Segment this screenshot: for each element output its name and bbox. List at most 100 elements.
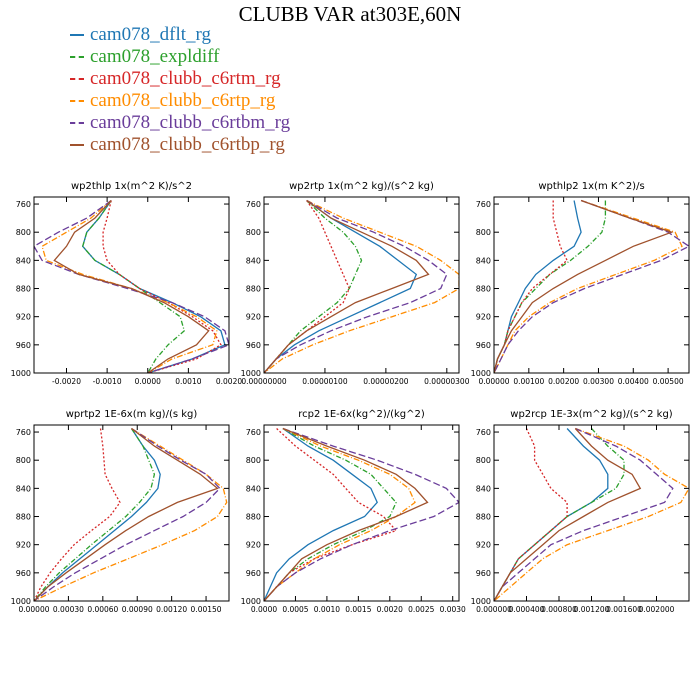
x-tick-label: 0.00400 — [618, 377, 649, 386]
series-line — [34, 199, 229, 373]
series-line — [494, 200, 568, 373]
y-tick-label: 920 — [476, 541, 491, 550]
x-tick-label: 0.0025 — [408, 605, 434, 614]
y-tick-label: 840 — [16, 484, 31, 493]
y-tick-label: 880 — [246, 285, 261, 294]
series-line — [264, 199, 418, 373]
x-tick-label: 0.00300 — [583, 377, 614, 386]
series-line — [34, 428, 156, 601]
legend-item-cam078-clubb-c6rtbp-rg: cam078_clubb_c6rtbp_rg — [70, 134, 290, 156]
y-tick-label: 760 — [476, 200, 491, 209]
panel-frame — [493, 196, 690, 374]
y-tick-label: 920 — [16, 313, 31, 322]
panel-2: wp2rtp 1x(m^2 kg)/(s^2 kg) 760 800 840 880 92… — [241, 181, 470, 386]
legend-swatch — [70, 100, 84, 102]
x-tick-label: 0.001600 — [606, 605, 642, 614]
legend-item-cam078-clubb-c6rtm-rg: cam078_clubb_c6rtm_rg — [70, 68, 290, 90]
y-tick-label: 960 — [476, 569, 491, 578]
series-line — [494, 428, 625, 601]
y-tick-label: 800 — [16, 456, 31, 465]
series-line — [264, 199, 448, 373]
series-line — [81, 200, 186, 373]
legend-swatch — [70, 78, 84, 80]
x-tick-label: 0.00200 — [548, 377, 579, 386]
x-tick-label: 0.00150 — [191, 605, 222, 614]
series-line — [53, 200, 210, 373]
y-tick-label: 800 — [16, 228, 31, 237]
y-tick-label: 760 — [16, 428, 31, 437]
legend-label: cam078_clubb_c6rtm_rg — [90, 68, 281, 89]
y-tick-label: 760 — [16, 200, 31, 209]
legend-label: cam078_clubb_c6rtbp_rg — [90, 134, 285, 155]
panel-title: rcp2 1E-6x(kg^2)/(kg^2) — [298, 409, 425, 420]
series-line — [264, 428, 398, 601]
panel-frame — [493, 424, 690, 602]
x-tick-label: 0.0030 — [440, 605, 466, 614]
series-line — [264, 427, 378, 601]
x-tick-label: 0.0010 — [175, 377, 201, 386]
y-tick-label: 840 — [476, 484, 491, 493]
series-group — [494, 199, 689, 373]
x-tick-label: 0.00000100 — [302, 377, 348, 386]
x-tick-label: 0.00000300 — [424, 377, 470, 386]
y-tick-label: 880 — [16, 285, 31, 294]
panel-6: wp2rcp 1E-3x(m^2 kg)/(s^2 kg) 760 800 840 88… — [471, 409, 690, 614]
y-tick-label: 960 — [476, 341, 491, 350]
panel-frame — [33, 424, 230, 602]
panel-title: wp2thlp 1x(m^2 K)/s^2 — [71, 181, 192, 192]
panel-title: wp2rtp 1x(m^2 kg)/(s^2 kg) — [289, 181, 434, 192]
y-tick-label: 880 — [246, 513, 261, 522]
y-tick-label: 1000 — [11, 369, 31, 378]
y-tick-label: 880 — [476, 285, 491, 294]
legend-item-cam078-expldiff: cam078_expldiff — [70, 46, 290, 68]
y-tick-label: 1000 — [241, 369, 261, 378]
figure-title: CLUBB VAR at303E,60N — [238, 2, 462, 26]
series-line — [34, 428, 161, 601]
series-line — [264, 199, 430, 373]
series-line — [264, 427, 429, 601]
x-tick-label: 0.0020 — [377, 605, 403, 614]
series-line — [494, 427, 689, 601]
x-tick-label: 0.00030 — [53, 605, 84, 614]
y-tick-label: 760 — [476, 428, 491, 437]
legend-item-cam078-clubb-c6rtbm-rg: cam078_clubb_c6rtbm_rg — [70, 112, 290, 134]
series-line — [264, 427, 397, 601]
panel-title: wprtp2 1E-6x(m kg)/(s kg) — [66, 409, 198, 420]
legend-label: cam078_clubb_c6rtbm_rg — [90, 112, 291, 133]
y-tick-label: 960 — [16, 341, 31, 350]
x-tick-label: 0.00000200 — [363, 377, 409, 386]
x-tick-label: 0.002000 — [639, 605, 675, 614]
series-line — [494, 199, 674, 373]
series-line — [34, 428, 121, 601]
y-tick-label: 960 — [246, 341, 261, 350]
panel-frame — [263, 424, 460, 602]
series-line — [264, 200, 351, 373]
x-tick-label: -0.0020 — [52, 377, 81, 386]
series-line — [264, 199, 459, 373]
series-line — [264, 427, 459, 601]
y-tick-label: 840 — [16, 256, 31, 265]
x-tick-label: 0.00060 — [87, 605, 118, 614]
x-tick-label: 0.00120 — [156, 605, 187, 614]
x-tick-label: 0.00000 — [478, 377, 509, 386]
panel-3: wpthlp2 1x(m K^2)/s 760 800 840 880 920 960 100… — [471, 181, 690, 386]
y-tick-label: 1000 — [11, 597, 31, 606]
series-line — [494, 428, 642, 601]
series-line — [34, 427, 219, 601]
y-tick-label: 800 — [476, 456, 491, 465]
legend-swatch — [70, 56, 84, 58]
x-tick-label: 0.00500 — [653, 377, 684, 386]
y-tick-label: 1000 — [471, 369, 491, 378]
y-tick-label: 1000 — [241, 597, 261, 606]
x-tick-label: -0.0010 — [93, 377, 122, 386]
panel-5: rcp2 1E-6x(kg^2)/(kg^2) 760 800 840 880 920 96… — [241, 409, 466, 614]
legend-label: cam078_clubb_c6rtp_rg — [90, 90, 276, 111]
x-tick-label: 0.000000 — [476, 605, 512, 614]
x-tick-label: 0.00100 — [513, 377, 544, 386]
legend-item-cam078-clubb-c6rtp-rg: cam078_clubb_c6rtp_rg — [70, 90, 290, 112]
series-group — [264, 199, 459, 373]
series-line — [34, 427, 228, 601]
y-tick-label: 800 — [246, 228, 261, 237]
